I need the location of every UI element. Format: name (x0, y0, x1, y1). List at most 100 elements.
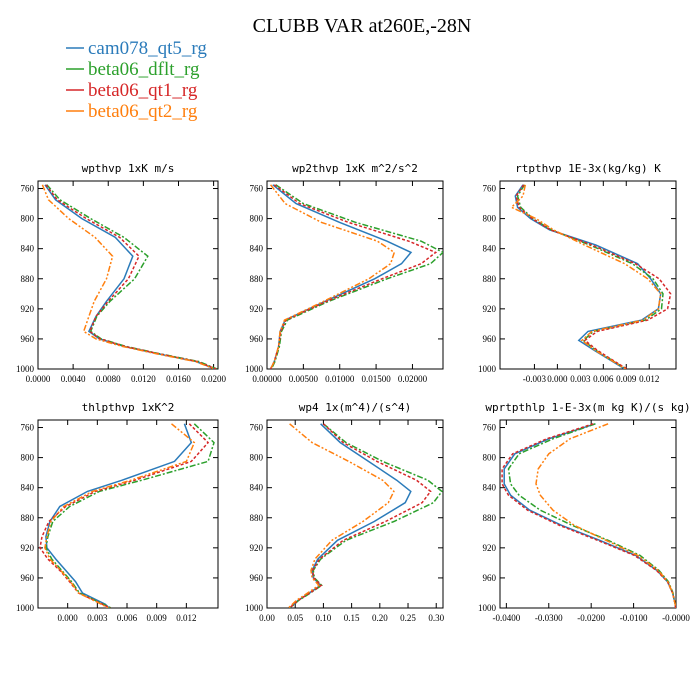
x-tick-label: 0.009 (147, 613, 168, 623)
y-tick-label: 880 (250, 513, 264, 523)
series-line-beta06_qt1_rg (39, 423, 210, 608)
y-tick-label: 920 (21, 543, 35, 553)
y-tick-label: 840 (250, 244, 264, 254)
panel-title: wp4 1x(m^4)/(s^4) (299, 401, 412, 414)
series-line-beta06_qt2_rg (41, 184, 215, 369)
series-line-beta06_qt2_rg (287, 423, 395, 608)
y-tick-label: 800 (483, 214, 497, 224)
series-line-beta06_qt1_rg (501, 423, 676, 608)
x-tick-label: -0.003 (523, 374, 547, 384)
series-group (510, 184, 672, 369)
y-tick-label: 880 (483, 274, 497, 284)
y-tick-label: 1000 (478, 603, 497, 613)
plot-frame (499, 180, 677, 370)
series-line-cam078_qt5_rg (44, 184, 216, 369)
panel-title: rtpthvp 1E-3x(kg/kg) K (515, 162, 661, 175)
x-tick-label: -0.0400 (492, 613, 520, 623)
x-tick-label: -0.0200 (577, 613, 605, 623)
panel-title: wp2thvp 1xK m^2/s^2 (292, 162, 418, 175)
series-line-beta06_qt2_rg (269, 184, 396, 369)
x-tick-label: 0.05 (287, 613, 303, 623)
legend: cam078_qt5_rgbeta06_dflt_rgbeta06_qt1_rg… (66, 38, 207, 122)
y-tick-label: 760 (250, 423, 264, 433)
x-tick-label: 0.000 (58, 613, 79, 623)
x-tick-label: 0.0080 (96, 374, 121, 384)
legend-label-cam078_qt5_rg: cam078_qt5_rg (88, 38, 207, 59)
x-tick-label: 0.003 (87, 613, 108, 623)
x-tick-label: 0.006 (593, 374, 614, 384)
series-line-beta06_qt1_rg (269, 184, 438, 369)
x-tick-label: 0.006 (117, 613, 138, 623)
x-tick-label: 0.0160 (166, 374, 191, 384)
panels: wpthvp 1xK m/s76080084088092096010000.00… (16, 162, 691, 623)
panel-3: rtpthvp 1E-3x(kg/kg) K 760 800 840 880 920 960… (478, 162, 677, 384)
x-tick-label: 0.0000 (26, 374, 51, 384)
x-tick-label: 0.10 (316, 613, 332, 623)
y-tick-label: 920 (483, 543, 497, 553)
series-line-cam078_qt5_rg (289, 423, 412, 608)
plot-frame (37, 419, 219, 609)
series-group (41, 184, 218, 369)
series-group (269, 184, 443, 369)
series-line-beta06_qt1_rg (45, 184, 217, 369)
y-tick-label: 760 (483, 184, 497, 194)
series-line-beta06_qt2_rg (535, 423, 676, 608)
series-line-beta06_qt2_rg (510, 184, 662, 369)
panel-2: wp2thvp 1xK m^2/s^2 760 800 840 880 920 960 100… (245, 162, 444, 384)
series-line-beta06_dflt_rg (507, 423, 676, 608)
y-tick-label: 760 (483, 423, 497, 433)
y-tick-label: 920 (21, 304, 35, 314)
y-tick-label: 960 (483, 573, 497, 583)
y-tick-label: 1000 (478, 364, 497, 374)
y-tick-label: 1000 (16, 603, 35, 613)
x-tick-label: 0.02000 (398, 374, 428, 384)
y-tick-label: 960 (21, 573, 35, 583)
y-tick-label: 760 (250, 184, 264, 194)
series-group (287, 423, 443, 608)
y-tick-label: 920 (250, 543, 264, 553)
plot-frame (266, 180, 444, 370)
panel-title: wprtpthlp 1-E-3x(m kg K)/(s kg) (485, 401, 690, 414)
x-tick-label: 0.25 (400, 613, 416, 623)
series-line-beta06_dflt_rg (289, 423, 443, 608)
series-line-cam078_qt5_rg (514, 184, 662, 369)
y-tick-label: 800 (21, 214, 35, 224)
y-tick-label: 960 (483, 334, 497, 344)
series-line-beta06_dflt_rg (516, 184, 664, 369)
y-tick-label: 880 (21, 513, 35, 523)
series-line-beta06_dflt_rg (270, 184, 443, 369)
figure-title: CLUBB VAR at260E,-28N (253, 15, 472, 37)
series-line-beta06_qt2_rg (44, 423, 196, 608)
y-tick-label: 880 (483, 513, 497, 523)
y-tick-label: 800 (250, 214, 264, 224)
x-tick-label: -0.0000 (662, 613, 690, 623)
series-line-beta06_dflt_rg (45, 423, 215, 608)
y-tick-label: 1000 (245, 364, 264, 374)
y-tick-label: 800 (483, 453, 497, 463)
series-line-cam078_qt5_rg (503, 423, 676, 608)
y-tick-label: 840 (250, 483, 264, 493)
series-group (501, 423, 676, 608)
panel-6: wprtpthlp 1-E-3x(m kg K)/(s kg) 760 800 840… (478, 401, 691, 623)
panel-title: thlpthvp 1xK^2 (82, 401, 175, 414)
x-tick-label: 0.01500 (361, 374, 391, 384)
y-tick-label: 840 (483, 244, 497, 254)
y-tick-label: 960 (21, 334, 35, 344)
x-tick-label: 0.0200 (201, 374, 226, 384)
x-tick-label: 0.01000 (325, 374, 355, 384)
x-tick-label: 0.000 (547, 374, 568, 384)
x-tick-label: 0.00500 (289, 374, 319, 384)
series-line-beta06_qt1_rg (515, 184, 672, 369)
y-tick-label: 920 (250, 304, 264, 314)
legend-label-beta06_qt1_rg: beta06_qt1_rg (88, 80, 198, 101)
series-line-cam078_qt5_rg (45, 423, 193, 608)
x-tick-label: 0.012 (639, 374, 659, 384)
y-tick-label: 960 (250, 573, 264, 583)
x-tick-label: -0.0300 (535, 613, 563, 623)
y-tick-label: 880 (21, 274, 35, 284)
legend-label-beta06_qt2_rg: beta06_qt2_rg (88, 101, 198, 122)
plot-frame (499, 419, 677, 609)
x-tick-label: 0.003 (570, 374, 591, 384)
y-tick-label: 1000 (16, 364, 35, 374)
